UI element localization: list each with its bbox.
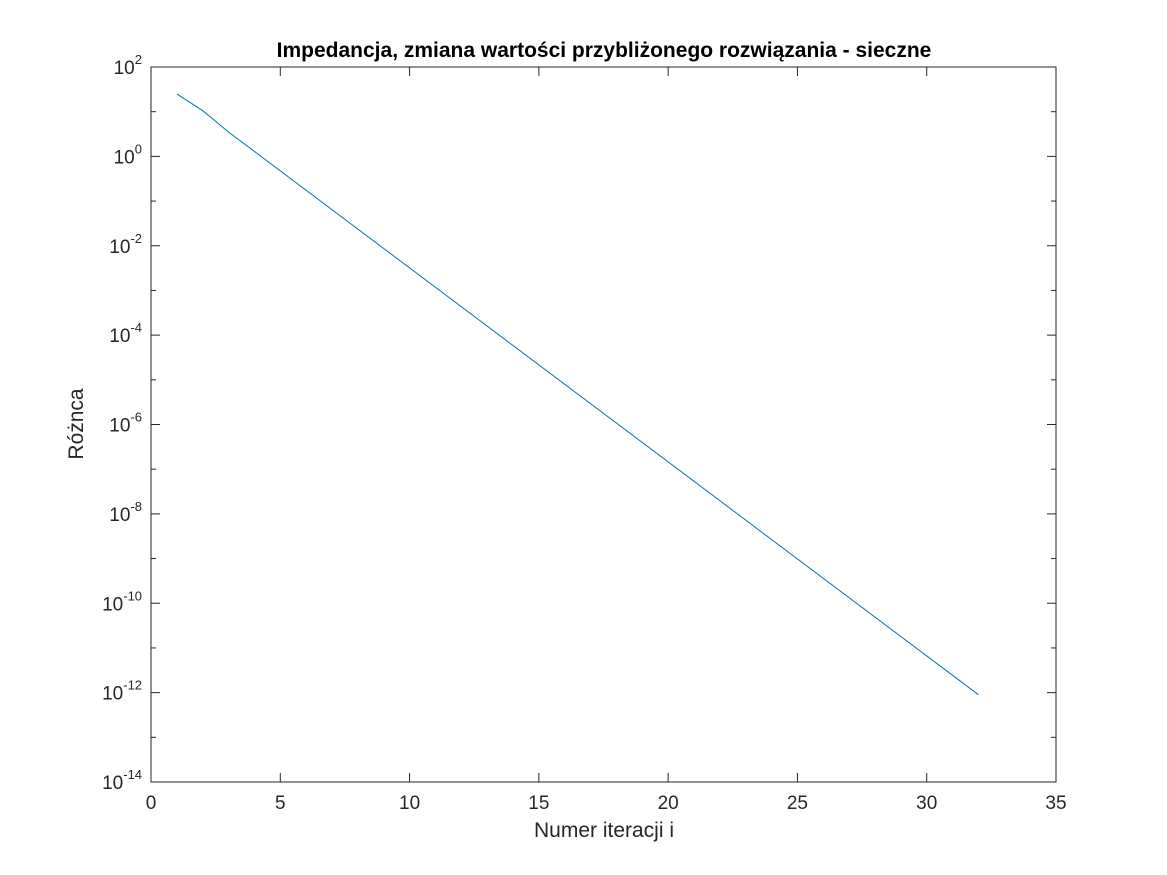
y-tick-label-exponent: -2 <box>130 231 142 246</box>
x-tick-label: 5 <box>275 793 286 814</box>
y-tick-label-exponent: -4 <box>130 320 142 335</box>
y-tick-label-base: 10 <box>102 594 123 615</box>
y-tick-label: 10-4 <box>109 320 142 347</box>
x-tick-label: 35 <box>1045 793 1066 814</box>
y-tick-label-exponent: -14 <box>123 767 142 782</box>
y-tick-label: 10-8 <box>109 499 142 526</box>
y-tick-label: 10-12 <box>102 678 142 705</box>
y-tick-label: 10-6 <box>109 410 142 437</box>
y-tick-label: 100 <box>114 141 142 168</box>
x-tick-label: 25 <box>787 793 808 814</box>
x-axis-label: Numer iteracji i <box>534 819 674 842</box>
x-tick-label: 0 <box>146 793 157 814</box>
x-tick-label: 10 <box>399 793 420 814</box>
y-tick-label-exponent: -10 <box>123 588 142 603</box>
axes-background <box>151 67 1056 782</box>
x-tick-label: 20 <box>658 793 679 814</box>
y-tick-label-exponent: -6 <box>130 410 142 425</box>
y-tick-label-base: 10 <box>109 505 130 526</box>
y-tick-label-base: 10 <box>109 416 130 437</box>
y-tick-label-base: 10 <box>114 147 135 168</box>
plot-area: 0 5 10 15 20 25 30 3510-1410-1210-1010-810-610-… <box>102 52 1066 814</box>
y-tick-label-exponent: -8 <box>130 499 142 514</box>
series-line <box>176 93 979 696</box>
axes-box <box>150 66 1057 783</box>
y-tick-label: 10-10 <box>102 588 142 615</box>
x-tick-label: 30 <box>916 793 937 814</box>
y-tick-label: 10-2 <box>109 231 142 258</box>
y-tick-label-exponent: 2 <box>135 52 142 67</box>
y-tick-label: 10-14 <box>102 767 142 794</box>
y-tick-label-base: 10 <box>102 684 123 705</box>
chart-title: Impedancja, zmiana wartości przybliżoneg… <box>277 39 932 62</box>
y-tick-label-base: 10 <box>109 326 130 347</box>
y-tick-label-base: 10 <box>114 58 135 79</box>
x-tick-label: 15 <box>528 793 549 814</box>
y-tick-label-base: 10 <box>109 237 130 258</box>
y-tick-label-base: 10 <box>102 773 123 794</box>
y-tick-label-exponent: 0 <box>135 141 142 156</box>
y-tick-label: 102 <box>114 52 142 79</box>
y-tick-label-exponent: -12 <box>123 678 142 693</box>
y-axis-label: Różnca <box>65 388 88 460</box>
